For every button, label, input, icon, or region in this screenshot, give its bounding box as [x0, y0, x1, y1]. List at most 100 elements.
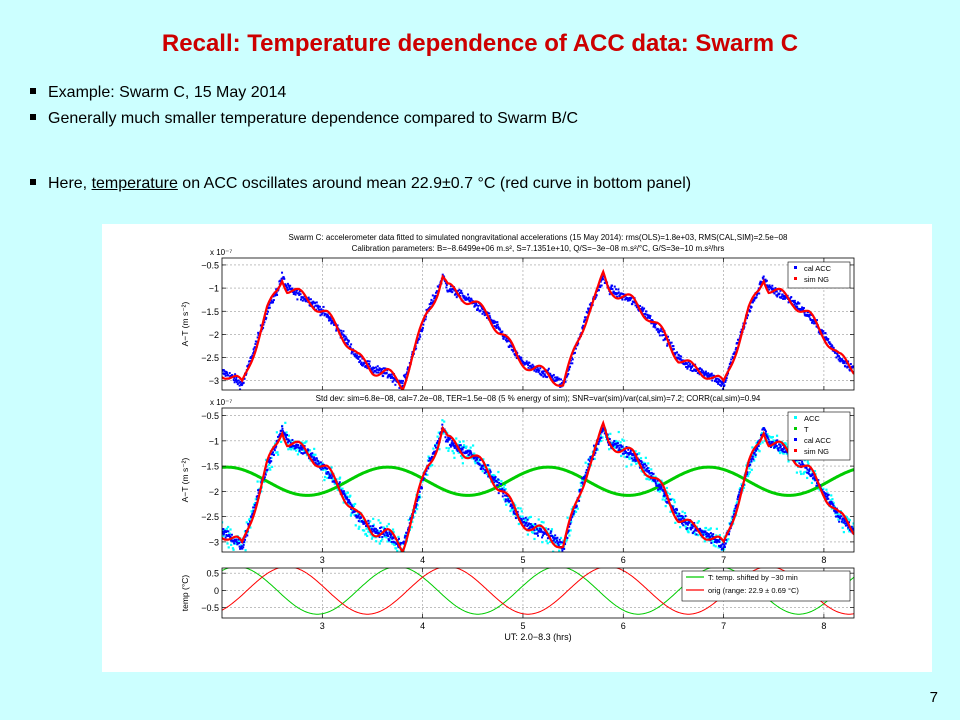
cal-acc-point — [719, 380, 722, 383]
acc-point — [660, 479, 663, 482]
cal-acc-point — [609, 288, 612, 291]
cal-acc-point — [686, 367, 689, 370]
acc-point — [648, 478, 651, 481]
cal-acc-point — [566, 531, 569, 534]
acc-point — [732, 511, 735, 514]
cal-acc-point — [237, 538, 240, 541]
cal-acc-point — [751, 301, 754, 304]
cal-acc-point — [476, 461, 479, 464]
cal-acc-point — [677, 354, 680, 357]
acc-point — [642, 468, 646, 472]
cal-acc-point — [275, 288, 278, 291]
cal-acc-point — [600, 284, 603, 287]
cal-acc-point — [389, 534, 392, 537]
cal-acc-point — [732, 357, 735, 360]
cal-acc-point — [546, 376, 549, 379]
cal-acc-point — [678, 357, 681, 360]
cal-acc-point — [257, 331, 260, 334]
acc-point — [848, 519, 851, 522]
acc-point — [780, 442, 783, 445]
acc-point — [799, 470, 802, 473]
cal-acc-point — [812, 322, 815, 325]
acc-point — [760, 431, 764, 435]
acc-point — [372, 517, 375, 520]
cal-acc-point — [441, 273, 444, 276]
cal-acc-point — [533, 532, 536, 535]
cal-acc-point — [803, 311, 806, 314]
cal-acc-point — [427, 459, 430, 462]
cal-acc-point — [377, 371, 380, 374]
x-tick-label: 8 — [821, 555, 826, 565]
cal-acc-point — [315, 457, 318, 460]
cal-acc-point — [352, 353, 355, 356]
cal-acc-point — [338, 481, 341, 484]
acc-point — [326, 472, 330, 476]
acc-point — [528, 516, 531, 519]
acc-point — [250, 510, 253, 513]
cal-acc-point — [695, 533, 698, 536]
acc-point — [442, 432, 445, 435]
acc-point — [381, 538, 384, 541]
acc-point — [527, 517, 530, 520]
cal-acc-point — [399, 543, 402, 546]
acc-point — [685, 526, 688, 529]
cal-acc-point — [390, 373, 393, 376]
acc-point — [378, 542, 381, 545]
cal-acc-point — [708, 533, 711, 536]
cal-acc-point — [383, 534, 386, 537]
cal-acc-point — [680, 355, 683, 358]
cal-acc-point — [767, 285, 770, 288]
cal-acc-point — [678, 512, 681, 515]
y-tick-label: −0.5 — [201, 603, 219, 613]
cal-acc-point — [429, 303, 432, 306]
cal-acc-point — [357, 520, 360, 523]
cal-acc-point — [806, 311, 809, 314]
cal-acc-point — [629, 452, 632, 455]
acc-point — [266, 465, 269, 468]
cal-acc-point — [328, 317, 331, 320]
acc-point — [647, 462, 650, 465]
cal-acc-point — [633, 456, 636, 459]
cal-acc-point — [340, 329, 343, 332]
cal-acc-point — [616, 445, 618, 448]
cal-acc-point — [235, 381, 238, 384]
acc-point — [715, 527, 718, 530]
acc-point — [482, 458, 485, 461]
cal-acc-point — [271, 453, 274, 456]
cal-acc-point — [676, 356, 679, 359]
cal-acc-point — [637, 308, 640, 311]
acc-point — [349, 494, 352, 497]
bullet-square-icon — [30, 113, 36, 120]
cal-acc-point — [462, 294, 465, 297]
acc-point — [461, 462, 464, 465]
cal-acc-point — [783, 451, 786, 454]
x-tick-label: 6 — [621, 621, 626, 631]
cal-acc-point — [297, 444, 300, 447]
cal-acc-point — [528, 526, 531, 529]
acc-point — [802, 472, 805, 475]
cal-acc-point — [732, 515, 735, 518]
cal-acc-point — [232, 379, 235, 382]
cal-acc-point — [691, 370, 694, 373]
cal-acc-point — [559, 383, 562, 386]
cal-acc-point — [802, 306, 805, 309]
cal-acc-point — [699, 527, 702, 530]
cal-acc-point — [382, 375, 385, 378]
cal-acc-point — [686, 365, 689, 368]
cal-acc-point — [327, 471, 330, 474]
cal-acc-point — [508, 340, 511, 343]
cal-acc-point — [718, 544, 721, 547]
cal-acc-point — [654, 482, 657, 485]
acc-point — [232, 548, 235, 551]
cal-acc-point — [360, 361, 363, 364]
cal-acc-point — [543, 532, 546, 535]
cal-acc-point — [643, 466, 646, 469]
cal-acc-point — [846, 365, 849, 368]
acc-point — [307, 450, 310, 453]
cal-acc-point — [704, 533, 707, 536]
cal-acc-point — [552, 536, 555, 539]
cal-acc-point — [615, 288, 618, 291]
plot-data — [222, 419, 854, 552]
cal-acc-point — [824, 332, 827, 335]
